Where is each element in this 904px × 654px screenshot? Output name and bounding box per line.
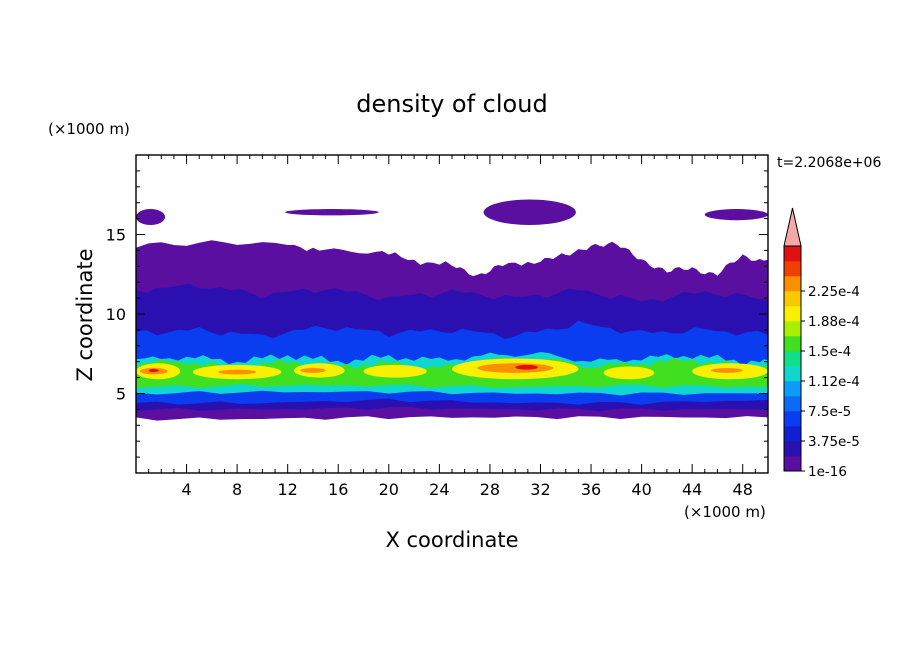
yellow-cores-patch-3 (363, 364, 427, 378)
cloud-top-patches-patch-0 (136, 209, 166, 225)
red-cores-patch-0 (148, 368, 159, 373)
x-tick-label-4: 4 (181, 480, 191, 499)
y-unit-label: (×1000 m) (48, 120, 130, 138)
colorbar-swatch-13 (784, 261, 801, 277)
cloud-top-patches-patch-1 (285, 209, 379, 216)
x-tick-label-24: 24 (429, 480, 449, 499)
x-tick-label-44: 44 (682, 480, 702, 499)
colorbar-swatch-3 (784, 411, 801, 427)
y-tick-label-5: 5 (116, 385, 126, 404)
y-axis-label: Z coordinate (73, 248, 97, 381)
x-unit-label: (×1000 m) (684, 503, 766, 521)
x-tick-label-20: 20 (379, 480, 399, 499)
chart-title: density of cloud (356, 90, 547, 118)
x-tick-label-16: 16 (328, 480, 348, 499)
red-cores-patch-1 (515, 364, 538, 370)
colorbar-swatch-1 (784, 441, 801, 457)
colorbar-swatch-14 (784, 246, 801, 262)
colorbar-swatch-5 (784, 381, 801, 397)
orange-cores-patch-1 (218, 369, 257, 375)
time-label: t=2.2068e+06 (777, 155, 881, 171)
green-layer (136, 357, 768, 388)
colorbar-swatch-8 (784, 336, 801, 352)
colorbar-label-0: 1e-16 (808, 464, 847, 480)
orange-cores-patch-3 (477, 363, 554, 373)
colorbar-label-1: 3.75e-5 (808, 434, 860, 450)
plot-area (136, 199, 768, 421)
cloud-top-patches-patch-2 (483, 199, 576, 225)
x-axis-label: X coordinate (385, 528, 518, 552)
x-tick-label-8: 8 (232, 480, 242, 499)
x-tick-label-32: 32 (530, 480, 550, 499)
colorbar-swatch-12 (784, 276, 801, 292)
colorbar-label-3: 1.12e-4 (808, 374, 860, 390)
y-axis: 5 10 15 (106, 170, 768, 458)
orange-cores-patch-4 (711, 368, 743, 373)
x-tick-label-12: 12 (278, 480, 298, 499)
colorbar-swatch-10 (784, 306, 801, 322)
x-tick-label-40: 40 (631, 480, 651, 499)
colorbar-swatch-4 (784, 396, 801, 412)
colorbar-frame (783, 245, 802, 472)
x-tick-label-36: 36 (581, 480, 601, 499)
colorbar-label-5: 1.88e-4 (808, 314, 860, 330)
yellow-cores-patch-5 (603, 366, 655, 380)
x-tick-label-28: 28 (480, 480, 500, 499)
colorbar-label-4: 1.5e-4 (808, 344, 851, 360)
colorbar-label-6: 2.25e-4 (808, 284, 860, 300)
colorbar-swatch-9 (784, 321, 801, 337)
colorbar-swatch-11 (784, 291, 801, 307)
colorbar: 1e-16 3.75e-5 7.5e-5 1.12e-4 1.5e-4 1.88e-4 2.… (783, 207, 860, 480)
y-tick-label-15: 15 (106, 226, 126, 245)
colorbar-swatch-6 (784, 366, 801, 382)
colorbar-swatch-0 (784, 456, 801, 472)
cloud-top-patches-patch-3 (704, 209, 768, 221)
y-tick-label-10: 10 (106, 305, 126, 324)
x-tick-label-48: 48 (733, 480, 753, 499)
colorbar-swatch-7 (784, 351, 801, 367)
colorbar-label-2: 7.5e-5 (808, 404, 851, 420)
orange-cores-patch-2 (300, 368, 326, 373)
colorbar-extend-triangle (783, 207, 802, 247)
colorbar-swatch-2 (784, 426, 801, 442)
x-axis: 4 8 12 16 20 24 28 32 36 40 44 48 (148, 155, 756, 499)
